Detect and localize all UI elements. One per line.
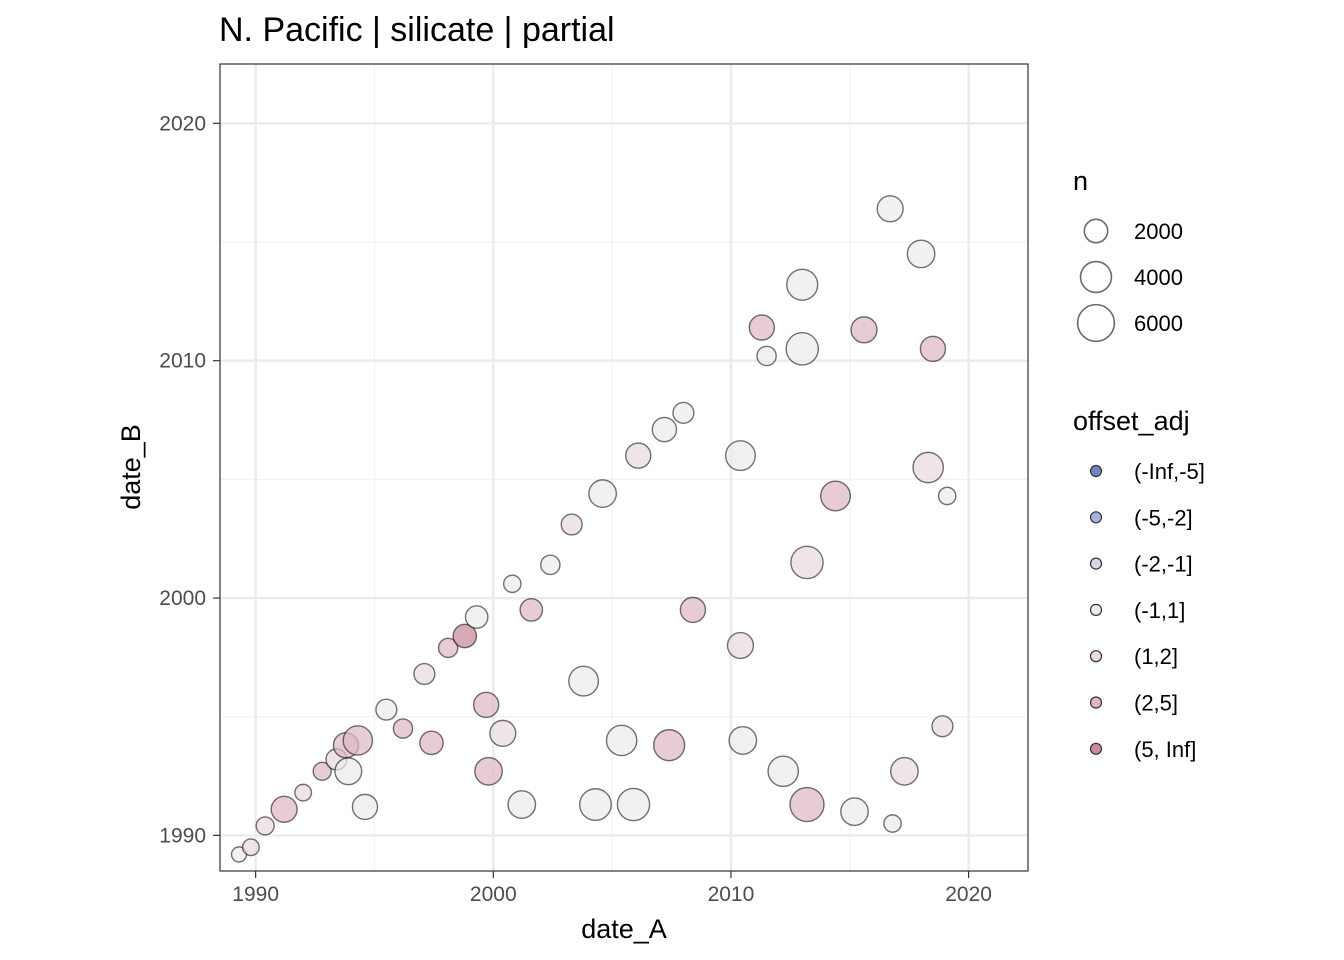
data-point	[605, 724, 638, 757]
color-legend-key	[1089, 511, 1103, 524]
x-tick-label: 2000	[470, 883, 517, 906]
data-point	[728, 726, 758, 755]
data-point	[919, 335, 947, 363]
data-point	[790, 545, 824, 580]
y-tick-label: 2020	[159, 112, 206, 135]
color-legend-label: (-2,-1]	[1134, 552, 1193, 577]
data-point	[464, 605, 489, 629]
color-legend-label: (-1,1]	[1134, 598, 1185, 623]
size-legend-label: 2000	[1134, 219, 1183, 244]
data-point	[375, 698, 398, 721]
data-point	[419, 730, 444, 756]
data-point	[413, 662, 436, 686]
data-point	[876, 195, 904, 223]
data-point	[452, 623, 478, 649]
data-point	[489, 719, 517, 747]
color-legend-label: (1,2]	[1134, 644, 1178, 669]
panel-border	[219, 63, 1029, 872]
color-legend-key	[1089, 696, 1103, 709]
data-point	[726, 631, 755, 660]
y-tick-label: 1990	[159, 824, 206, 847]
data-point	[540, 554, 561, 576]
x-tick-label: 2010	[708, 883, 755, 906]
data-point	[241, 838, 260, 857]
color-legend-key	[1089, 603, 1103, 617]
data-point	[578, 788, 612, 822]
x-tick-label: 2020	[945, 883, 992, 906]
data-point	[767, 755, 800, 788]
x-axis-title: date_A	[581, 914, 667, 944]
y-tick-label: 2000	[159, 587, 206, 610]
data-point	[270, 795, 298, 823]
data-point	[392, 718, 414, 739]
color-legend-label: (-5,-2]	[1134, 505, 1193, 530]
data-point	[889, 756, 919, 786]
data-point	[840, 797, 869, 827]
data-point	[351, 793, 379, 821]
data-point	[294, 783, 313, 802]
data-point	[850, 316, 878, 344]
color-legend-title: offset_adj	[1073, 406, 1190, 436]
color-legend-key	[1089, 742, 1103, 755]
size-legend-key	[1079, 260, 1113, 294]
data-point	[679, 596, 707, 624]
data-point	[312, 761, 332, 781]
data-point	[883, 814, 902, 833]
data-point	[724, 440, 756, 472]
size-legend: n 2000 4000 6000	[1073, 166, 1183, 343]
size-legend-key	[1083, 218, 1109, 244]
data-point	[785, 332, 820, 366]
x-tick-label: 1990	[232, 883, 279, 906]
data-point	[507, 790, 537, 819]
data-point	[616, 787, 651, 822]
data-point	[937, 486, 957, 506]
color-legend-label: (5, Inf]	[1134, 737, 1196, 762]
color-legend-key	[1089, 464, 1103, 478]
color-legend-key	[1089, 557, 1103, 570]
data-point	[625, 442, 652, 469]
size-legend-key	[1076, 303, 1116, 343]
y-axis-title: date_B	[116, 424, 146, 510]
data-points	[230, 195, 957, 863]
data-point	[437, 637, 459, 659]
data-point	[756, 345, 777, 367]
data-point	[568, 665, 600, 697]
size-legend-label: 4000	[1134, 265, 1183, 290]
data-point	[906, 239, 936, 269]
data-point	[748, 314, 776, 341]
data-point	[334, 757, 363, 786]
y-tick-label: 2010	[159, 350, 206, 373]
color-legend-key	[1089, 650, 1103, 663]
x-axis-ticks: 1990 2000 2010 2020	[232, 871, 992, 906]
size-legend-title: n	[1073, 166, 1088, 196]
data-point	[651, 416, 678, 443]
data-point	[560, 513, 583, 536]
data-point	[255, 816, 275, 836]
data-point	[342, 725, 374, 756]
data-point	[472, 691, 500, 719]
data-point	[672, 401, 695, 425]
color-legend: offset_adj (-Inf,-5] (-5,-2] (-2,-1] (-1,1]…	[1073, 406, 1205, 762]
grid	[220, 64, 1028, 871]
data-point	[519, 598, 544, 622]
data-point	[652, 729, 686, 762]
data-point	[931, 715, 954, 738]
color-legend-label: (-Inf,-5]	[1134, 459, 1205, 484]
data-point	[588, 479, 618, 509]
data-point	[820, 480, 852, 512]
data-point	[912, 451, 945, 484]
data-point	[786, 268, 819, 301]
data-point	[474, 756, 503, 786]
data-point	[502, 574, 522, 594]
y-axis-ticks: 1990 2000 2010 2020	[159, 112, 220, 847]
data-point	[789, 786, 825, 823]
color-legend-label: (2,5]	[1134, 691, 1178, 716]
chart-title: N. Pacific | silicate | partial	[219, 11, 615, 49]
size-legend-label: 6000	[1134, 311, 1183, 336]
